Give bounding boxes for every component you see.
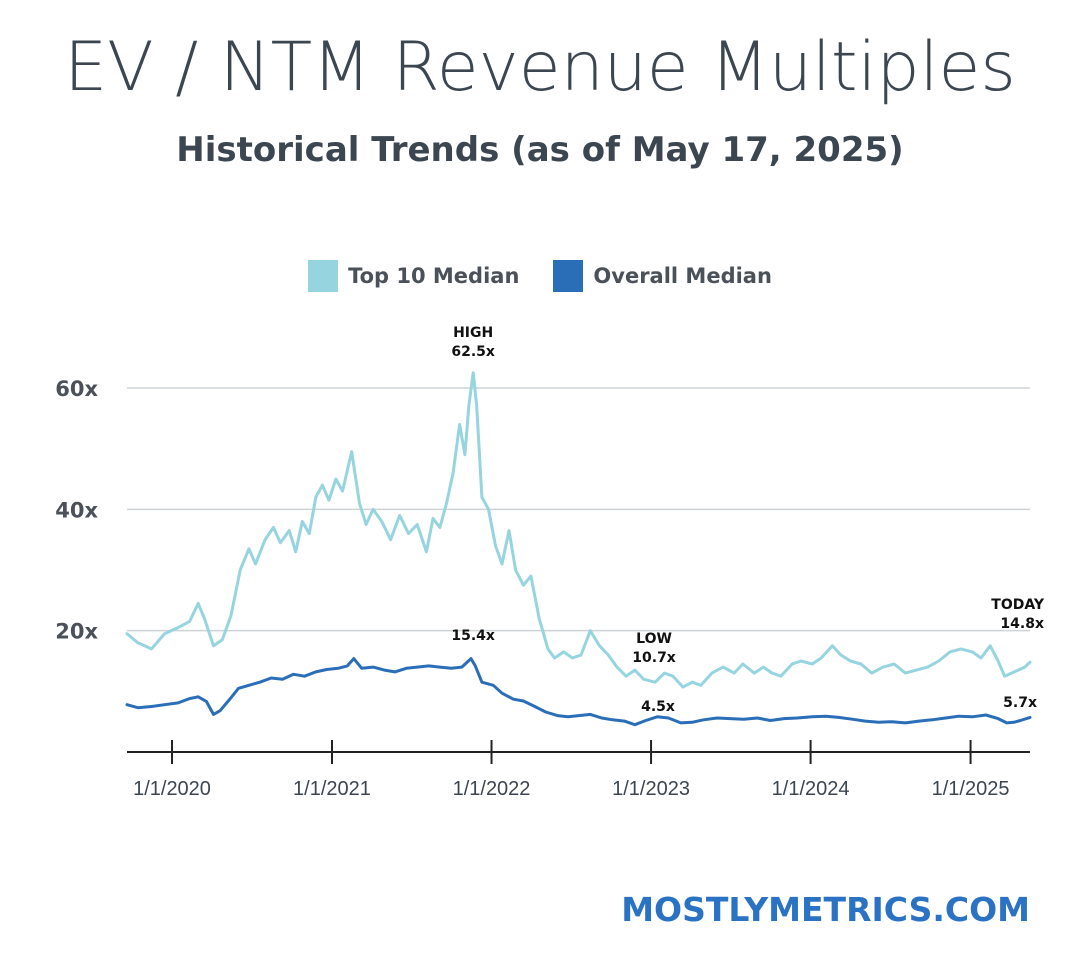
- annotation-low: LOW: [636, 631, 672, 647]
- chart-title: EV / NTM Revenue Multiples: [64, 28, 1016, 107]
- x-tick-label-1/1/2024: 1/1/2024: [772, 778, 850, 800]
- legend-label-top10: Top 10 Median: [348, 264, 520, 288]
- series-line-top10-median: [125, 371, 1032, 689]
- x-tick-label-1/1/2020: 1/1/2020: [133, 778, 211, 800]
- annotation-62-5x: 62.5x: [451, 344, 495, 360]
- legend-label-overall: Overall Median: [593, 264, 772, 288]
- y-tick-label-40x: 40x: [55, 498, 98, 522]
- legend-item-top10: Top 10 Median: [308, 260, 519, 292]
- series-line-overall-median: [125, 657, 1032, 727]
- y-tick-label-60x: 60x: [55, 377, 98, 401]
- annotation-10-7x: 10.7x: [632, 650, 676, 666]
- brand-url: MOSTLYMETRICS.COM: [621, 890, 1030, 929]
- legend: Top 10 Median Overall Median: [0, 260, 1080, 292]
- x-tick-label-1/1/2023: 1/1/2023: [612, 778, 690, 800]
- legend-swatch-overall: [553, 260, 584, 292]
- annotation-5-7x: 5.7x: [1003, 695, 1037, 711]
- annotation-today: TODAY: [991, 597, 1045, 613]
- y-tick-label-20x: 20x: [55, 620, 98, 644]
- annotation-high: HIGH: [453, 325, 493, 341]
- x-tick-label-1/1/2025: 1/1/2025: [932, 778, 1010, 800]
- annotation-15-4x: 15.4x: [451, 628, 495, 644]
- legend-swatch-top10: [308, 260, 339, 292]
- annotation-14-8x: 14.8x: [1000, 616, 1044, 632]
- x-tick-label-1/1/2022: 1/1/2022: [453, 778, 531, 800]
- legend-item-overall: Overall Median: [553, 260, 772, 292]
- x-tick-label-1/1/2021: 1/1/2021: [293, 778, 371, 800]
- annotation-4-5x: 4.5x: [641, 699, 675, 715]
- chart-subtitle: Historical Trends (as of May 17, 2025): [176, 130, 904, 170]
